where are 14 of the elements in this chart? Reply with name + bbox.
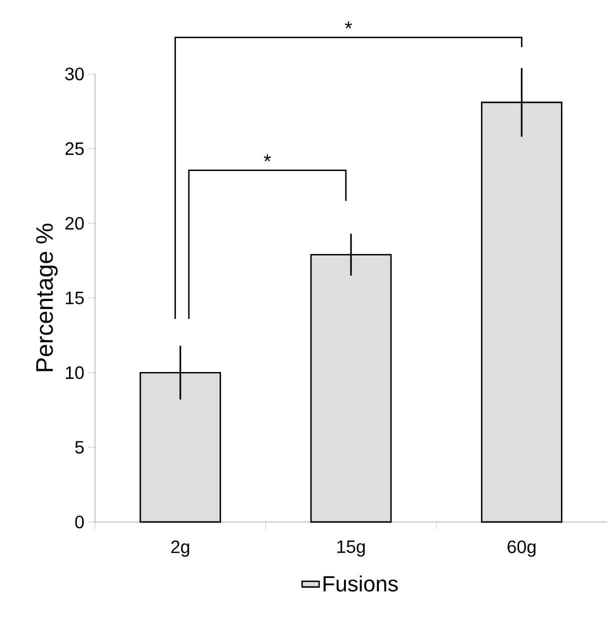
text: * bbox=[344, 22, 352, 28]
annotation: * bbox=[264, 154, 271, 162]
y-axis-title: Percentage % bbox=[36, 224, 58, 372]
y-tick-label: 0 bbox=[75, 516, 84, 528]
y-tick-label: 30 bbox=[65, 68, 84, 80]
x-tick-label: 60g bbox=[508, 540, 536, 557]
y-tick-label: 25 bbox=[65, 142, 84, 156]
x-tick-label: 15g bbox=[337, 540, 365, 557]
y-tick-label: 10 bbox=[66, 366, 84, 380]
y-tick-label: 15 bbox=[66, 292, 84, 304]
x-tick-label: 2g bbox=[171, 540, 190, 557]
y-tick-label: 5 bbox=[75, 441, 84, 454]
legend-label: Fusions bbox=[324, 575, 398, 592]
y-tick-label: 20 bbox=[65, 216, 84, 230]
